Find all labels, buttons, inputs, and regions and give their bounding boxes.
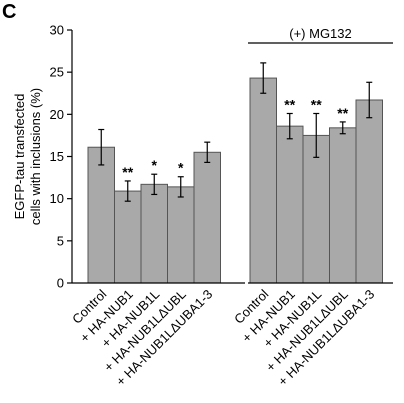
bar	[193, 151, 221, 284]
y-tick-label: 15	[50, 149, 64, 164]
y-axis-label-line: EGFP-tau transfected	[12, 94, 27, 220]
y-axis-label-line: cells with inclusions (%)	[28, 88, 43, 225]
bar	[140, 183, 168, 284]
bar	[276, 125, 304, 284]
bar	[114, 190, 142, 284]
error-bars-layer	[98, 62, 373, 202]
significance-marker: **	[337, 105, 348, 121]
category-labels: Control+ HA-NUB1+ HA-NUB1L+ HA-NUB1LΔUBL…	[69, 286, 377, 388]
bar	[329, 127, 357, 284]
y-tick-label: 30	[50, 23, 64, 38]
significance-marker: **	[284, 96, 295, 112]
y-tick-label: 25	[50, 65, 64, 80]
y-tick-label: 20	[50, 107, 64, 122]
significance-marker: **	[122, 164, 133, 180]
bar	[355, 99, 383, 284]
panel-label: C	[2, 1, 16, 23]
significance-marker: *	[152, 157, 158, 173]
y-tick-label: 0	[57, 276, 64, 291]
y-tick-label: 10	[50, 191, 64, 206]
significance-layer: ** * *** ****	[122, 96, 348, 179]
group-label: (+) MG132	[289, 26, 352, 41]
y-axis: 0 5 10 15 20 25 30	[50, 23, 73, 291]
bars-layer	[87, 77, 383, 284]
bar	[302, 134, 330, 284]
group-labels: (+) MG132	[248, 26, 393, 44]
y-axis-label: EGFP-tau transfected cells with inclusion…	[12, 88, 43, 225]
significance-marker: **	[311, 96, 322, 112]
y-tick-label: 5	[57, 233, 64, 248]
bar	[167, 186, 195, 284]
significance-marker: *	[178, 160, 184, 176]
bar	[249, 77, 277, 284]
bar	[87, 146, 115, 284]
